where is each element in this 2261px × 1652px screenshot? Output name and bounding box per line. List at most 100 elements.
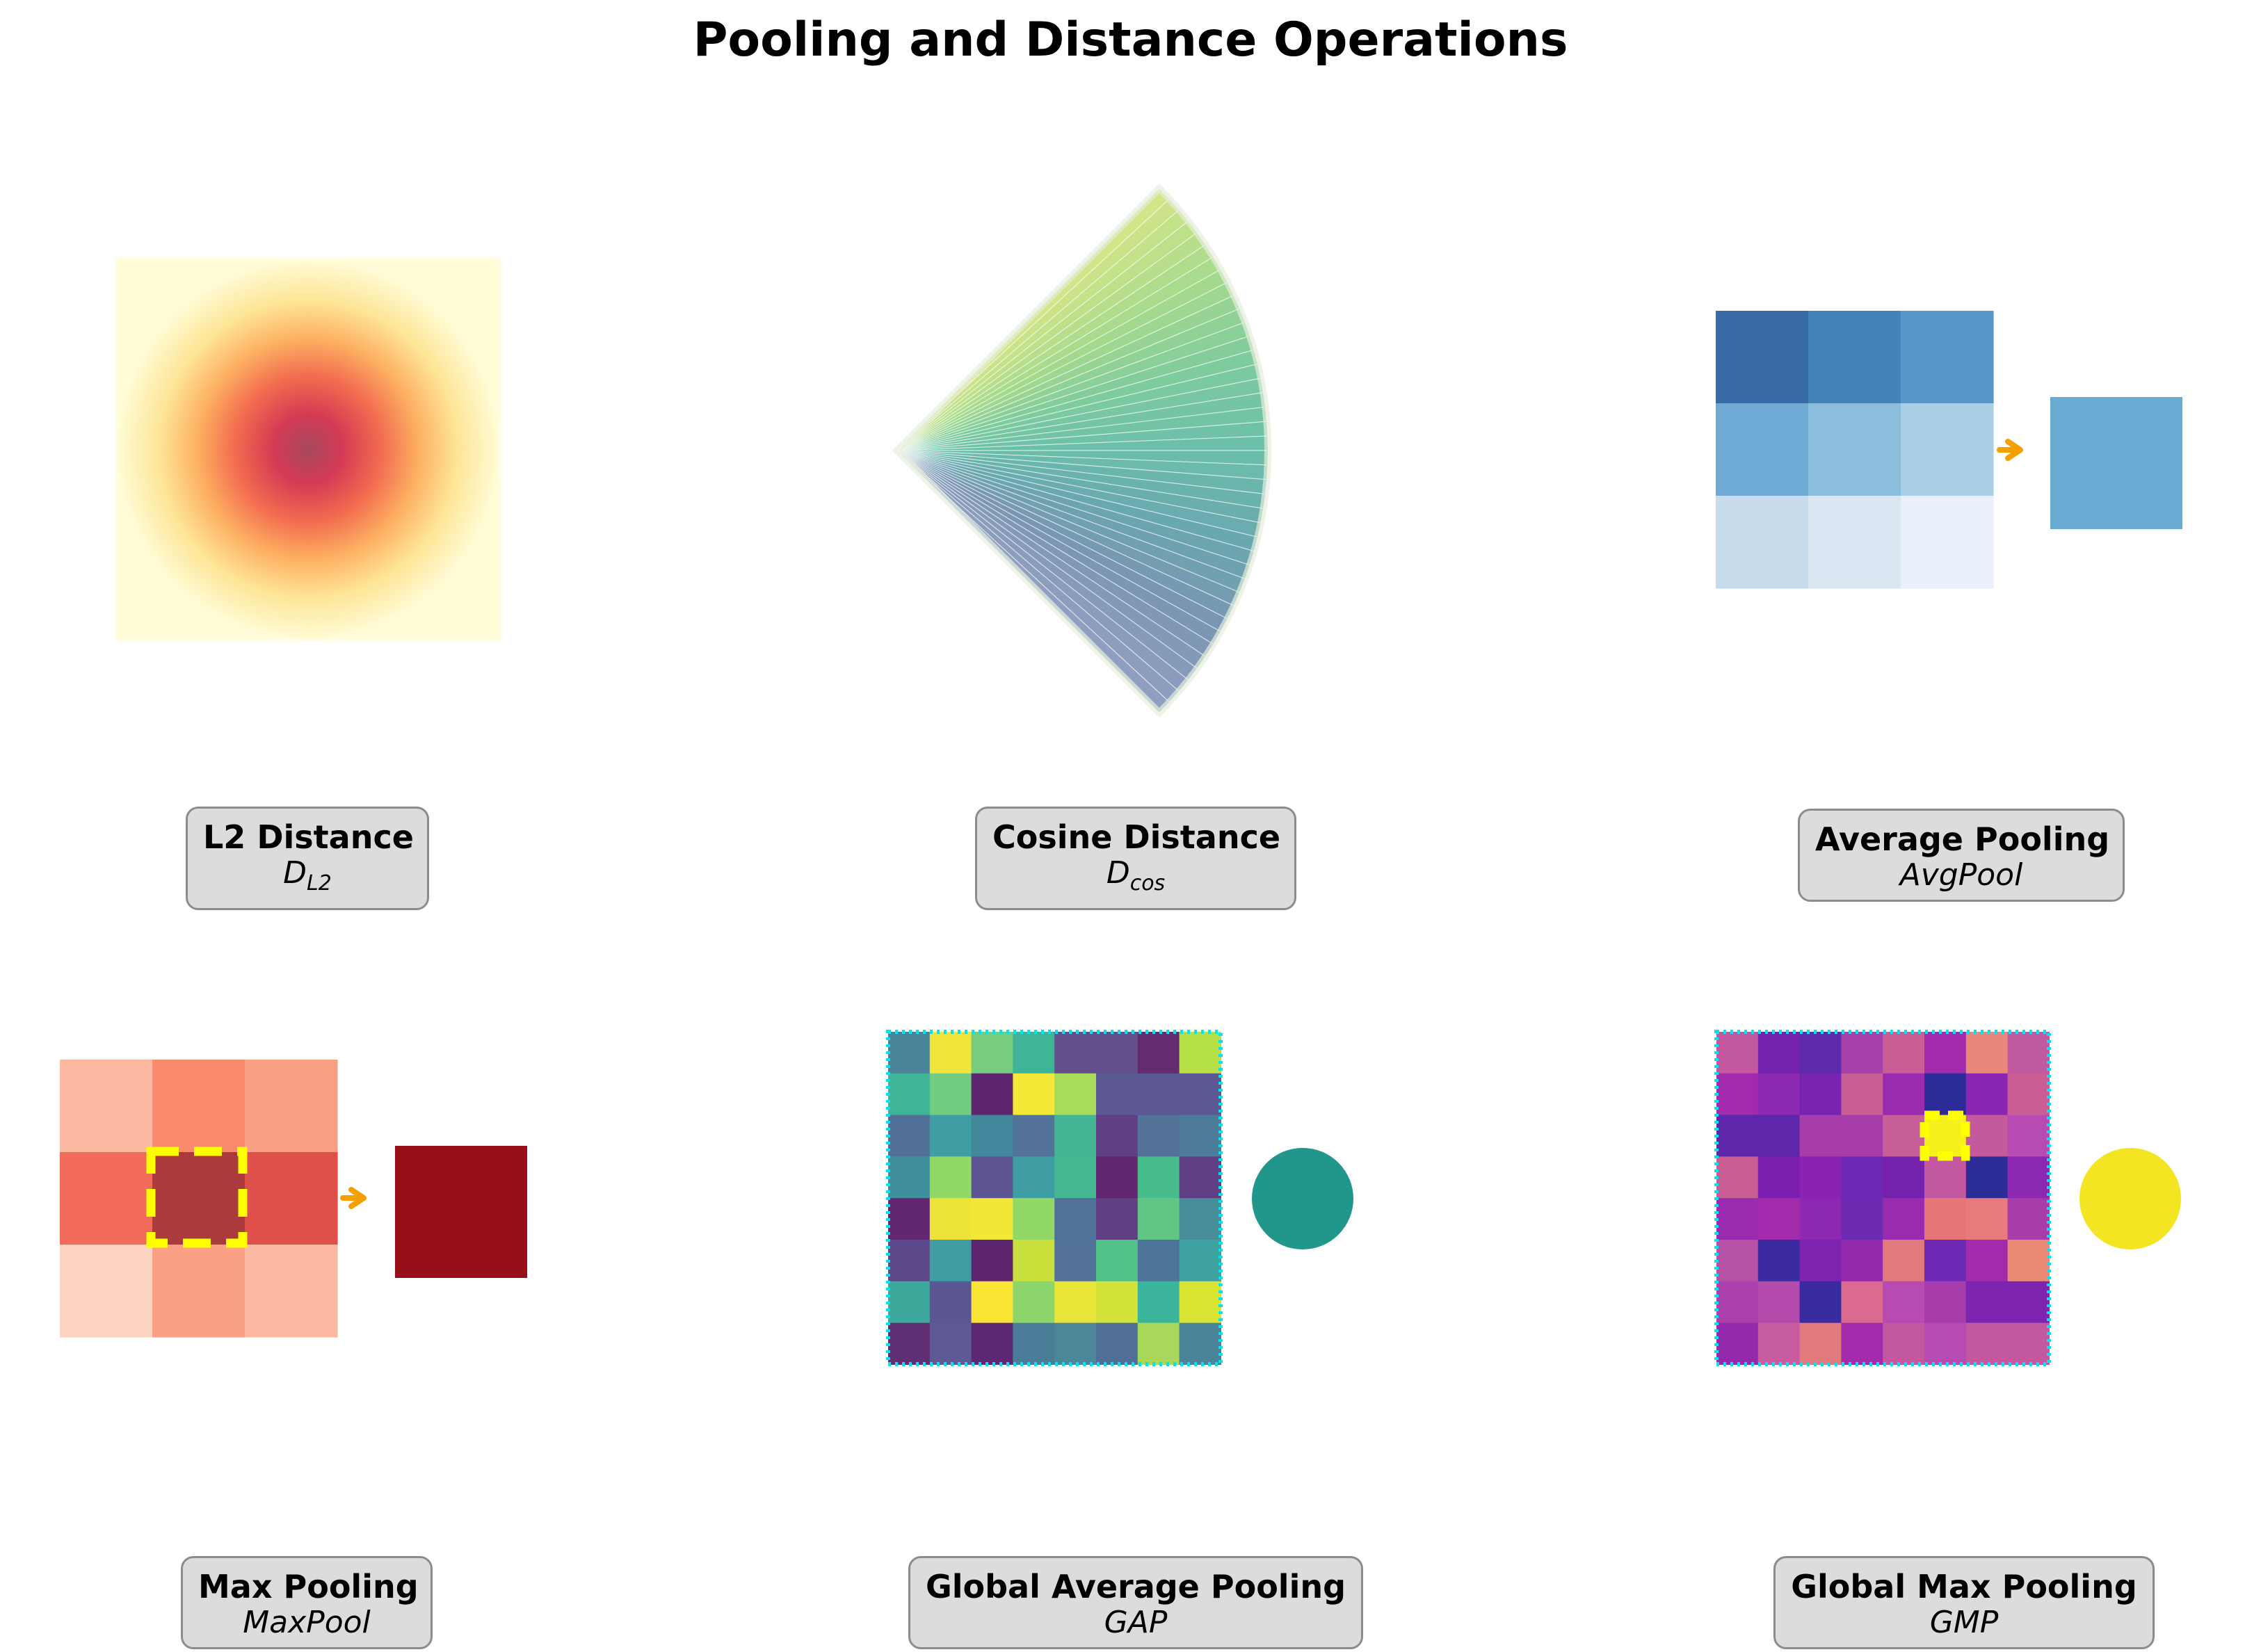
gmp-input-cell [1757,1032,1801,1074]
gap-input-cell [1054,1281,1097,1324]
maxpool-input-cell [60,1060,153,1153]
gmp-output-circle [2079,1148,2181,1249]
gap-input-cell [888,1322,931,1365]
gap-output-circle [1252,1148,1353,1249]
gap-grid-border [886,1030,1223,1366]
avgpool-input-cell [1808,311,1901,404]
maxpool-input-cell [60,1245,153,1338]
cosine-distance-fan [892,184,1272,718]
gap-input-cell [1013,1322,1055,1365]
gmp-grid-border [1714,1030,2051,1366]
gap-input-cell [1137,1073,1180,1116]
maxpool-highlight-window [146,1147,248,1248]
gap-input-cell [888,1073,931,1116]
global-average-pooling-panel [886,1030,1353,1366]
gmp-input-cell [1716,1032,1759,1074]
gap-input-cell [1013,1198,1055,1240]
gap-input-cell [929,1281,972,1324]
global-max-pooling-panel [1714,1030,2181,1366]
gap-input-cell [1013,1073,1055,1116]
gmp-input-cell [1883,1281,1925,1324]
gmp-input-cell [1924,1156,1967,1199]
maxpool-input-cell [152,1060,246,1153]
gap-input-cell [929,1198,972,1240]
gmp-input-cell [1799,1115,1842,1157]
label-title: Average Pooling [1815,820,2110,858]
gap-input-cell [1013,1032,1055,1074]
gmp-input-cell [1757,1073,1801,1116]
gap-input-cell [1179,1322,1221,1365]
gap-input-cell [1179,1073,1221,1116]
gmp-input-cell [1841,1198,1883,1240]
gmp-input-cell [1883,1240,1925,1282]
gmp-input-cell [2007,1198,2050,1240]
gmp-input-cell [1799,1240,1842,1282]
maxpool-input-cell [245,1060,338,1153]
gmp-input-cell [1841,1156,1883,1199]
gmp-input-cell [1799,1032,1842,1074]
label-l2-distance: L2 Distance DL2 [186,807,429,910]
gmp-input-cell [1924,1032,1967,1074]
gmp-max-highlight [1920,1110,1970,1161]
arrow-icon [340,1187,367,1209]
label-symbol: MaxPool [243,1605,371,1640]
cosine-fan-outline [892,184,1272,718]
gmp-input-cell [1965,1240,2009,1282]
gap-input-cell [1137,1032,1180,1074]
gap-input-cell [971,1115,1013,1157]
label-symbol: DL2 [283,855,332,896]
gap-input-cell [1179,1240,1221,1282]
avgpool-input-cell [1901,403,1994,496]
gmp-input-cell [2007,1281,2050,1324]
gmp-input-cell [1965,1281,2009,1324]
l2-distance-heatmap [117,259,499,640]
gap-input-cell [1013,1156,1055,1199]
avgpool-input-cell [1716,496,1809,589]
gap-input-cell [971,1073,1013,1116]
gap-input-cell [888,1156,931,1199]
gap-input-cell [1054,1073,1097,1116]
arrow-icon [1997,439,2023,461]
gap-input-cell [929,1240,972,1282]
label-title: L2 Distance [203,818,414,856]
gmp-input-cell [1757,1322,1801,1365]
gmp-input-cell [1924,1073,1967,1116]
gap-input-cell [971,1240,1013,1282]
gap-input-cell [1096,1115,1138,1157]
label-global-max-pooling: Global Max Pooling GMP [1773,1556,2155,1649]
gap-input-cell [1137,1240,1180,1282]
gmp-input-cell [1757,1198,1801,1240]
gmp-input-cell [1965,1115,2009,1157]
gap-input-cell [1137,1115,1180,1157]
gap-input-cell [1096,1240,1138,1282]
gmp-input-cell [1757,1281,1801,1324]
gap-input-cell [1179,1115,1221,1157]
gmp-input-cell [1799,1322,1842,1365]
avgpool-input-cell [1716,403,1809,496]
avgpool-output-cell [2050,397,2182,529]
gap-input-cell [888,1281,931,1324]
gmp-input-cell [1965,1322,2009,1365]
label-symbol: GMP [1929,1605,1999,1640]
gmp-input-cell [1965,1156,2009,1199]
gmp-input-cell [1883,1156,1925,1199]
gap-input-cell [1096,1322,1138,1365]
avgpool-input-cell [1808,496,1901,589]
gmp-input-cell [1757,1240,1801,1282]
gap-input-cell [888,1240,931,1282]
avgpool-input-cell [1901,496,1994,589]
gmp-input-cell [1883,1322,1925,1365]
gmp-input-cell [1841,1240,1883,1282]
gmp-input-cell [1799,1198,1842,1240]
gap-input-cell [888,1115,931,1157]
gap-input-cell [1137,1322,1180,1365]
gmp-input-cell [1716,1073,1759,1116]
gap-input-cell [1179,1281,1221,1324]
gmp-input-cell [1924,1115,1967,1157]
gmp-input-cell [1716,1322,1759,1365]
gmp-input-cell [2007,1322,2050,1365]
label-title: Global Max Pooling [1791,1568,2137,1605]
gap-input-cell [1013,1115,1055,1157]
label-cosine-distance: Cosine Distance Dcos [975,807,1296,910]
